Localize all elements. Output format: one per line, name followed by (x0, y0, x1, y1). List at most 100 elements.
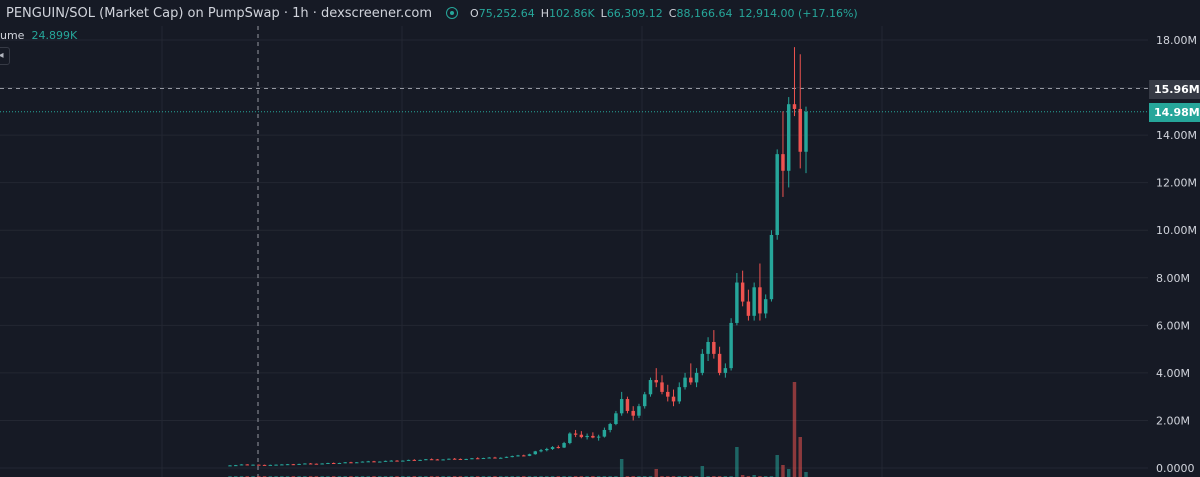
candle (660, 382, 664, 392)
candle (349, 462, 353, 464)
candle (331, 463, 336, 465)
collapse-legend-button[interactable]: ◂ (0, 47, 10, 65)
high-value: 102.86K (548, 6, 595, 20)
candle (642, 394, 647, 407)
candle (475, 458, 480, 460)
candle (585, 435, 589, 438)
candle (631, 410, 635, 416)
candle (435, 459, 440, 461)
close-value: 88,166.64 (676, 6, 733, 20)
candle (550, 447, 555, 449)
candle (297, 463, 301, 465)
candle (389, 460, 394, 462)
candle (689, 377, 693, 383)
candle (470, 458, 474, 460)
candle (573, 433, 578, 435)
candle (654, 380, 658, 383)
candle (677, 387, 682, 402)
candle (804, 111, 808, 152)
candle (729, 322, 733, 369)
candle (671, 396, 676, 402)
candle (596, 436, 601, 438)
live-status-icon (446, 7, 459, 19)
volume-value: 24.899K (31, 28, 78, 42)
symbol-title[interactable]: PENGUIN/SOL (Market Cap) on PumpSwap · 1… (6, 5, 433, 21)
candle (228, 465, 232, 467)
candle (406, 459, 411, 461)
candle (418, 459, 422, 461)
candle (619, 399, 624, 414)
candle (354, 462, 359, 464)
candle (516, 455, 520, 457)
y-tick-label: 18.00M (1156, 34, 1197, 47)
candle (251, 464, 255, 466)
candle (740, 282, 745, 302)
candle (562, 443, 566, 448)
candle (717, 353, 722, 373)
candle (769, 234, 774, 300)
crosshair-price-label: 15.96M (1149, 80, 1200, 99)
candle (366, 461, 370, 463)
candle (637, 406, 641, 416)
volume-bar (786, 469, 791, 477)
candle (608, 424, 612, 430)
low-value: 66,309.12 (606, 6, 663, 20)
candle (441, 459, 445, 461)
candle (458, 458, 463, 460)
candle (504, 456, 509, 458)
y-tick-label: 12.00M (1156, 177, 1197, 190)
volume-bar (804, 472, 808, 477)
candle (510, 456, 514, 458)
candle (291, 464, 296, 466)
candle (285, 464, 290, 466)
candle (746, 301, 751, 316)
volume-bar (798, 437, 802, 477)
y-tick-label: 14.00M (1156, 129, 1197, 142)
candle (429, 459, 434, 461)
chart-header: PENGUIN/SOL (Market Cap) on PumpSwap · 1… (0, 0, 858, 26)
candle (395, 460, 399, 462)
candle (239, 464, 244, 466)
y-tick-label: 10.00M (1156, 224, 1197, 237)
candle (314, 463, 319, 465)
candle (579, 434, 584, 438)
candle (452, 458, 457, 460)
volume-bar (792, 382, 797, 477)
volume-bar (735, 447, 739, 477)
candle (493, 457, 497, 459)
volume-bar (700, 466, 705, 477)
candle (487, 457, 491, 459)
candle (303, 463, 307, 465)
candle (245, 464, 250, 466)
candle (752, 287, 756, 316)
candle (533, 451, 538, 455)
volume-bar (775, 455, 779, 477)
candle (337, 463, 342, 465)
change-value: 12,914.00 (+17.16%) (738, 6, 858, 20)
y-tick-label: 6.00M (1156, 319, 1190, 332)
candle (262, 464, 267, 466)
candle (274, 464, 278, 466)
candle (712, 341, 716, 354)
candle (412, 459, 417, 461)
candle (378, 461, 382, 463)
candle (343, 462, 347, 464)
candle (625, 399, 630, 411)
candle (522, 455, 526, 457)
candle (257, 464, 261, 466)
candle (383, 460, 388, 462)
candle (447, 458, 451, 460)
volume-label: ume (0, 28, 25, 42)
candle (683, 377, 687, 388)
open-value: 75,252.64 (478, 6, 535, 20)
candle (527, 454, 532, 456)
open-label: O (470, 6, 479, 20)
candle (326, 463, 330, 465)
candle (320, 463, 324, 465)
y-tick-label: 0.0000 (1156, 462, 1195, 475)
candle (700, 353, 705, 373)
candle (481, 458, 486, 460)
volume-bar (752, 475, 756, 477)
y-tick-label: 2.00M (1156, 414, 1190, 427)
